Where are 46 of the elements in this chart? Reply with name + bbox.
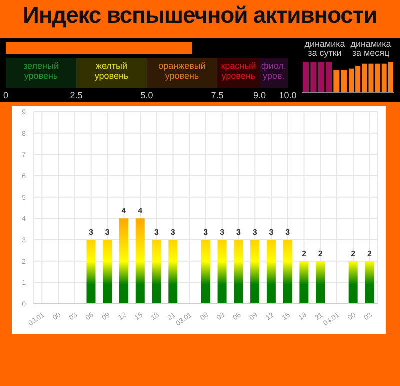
- bar: [168, 240, 178, 304]
- band-label: фиол. уров.: [261, 61, 286, 81]
- chart-title: динамика за месяц: [350, 39, 392, 58]
- x-tick-label: 5.0: [140, 90, 154, 100]
- x-tick-label: 0: [3, 90, 9, 100]
- bar: [86, 240, 96, 304]
- data-label: 3: [220, 228, 226, 237]
- bar: [266, 240, 276, 304]
- band-label: красный уровень: [221, 61, 256, 81]
- x-tick-label: 9.0: [254, 90, 266, 100]
- bar: [152, 240, 162, 304]
- text: Индекс вспышечной активности: [22, 2, 378, 29]
- bar: [218, 240, 227, 304]
- data-label: 4: [138, 206, 144, 216]
- data-label: 3: [204, 228, 209, 237]
- data-label: 3: [252, 228, 258, 237]
- bar: [103, 240, 112, 304]
- data-label: 3: [154, 228, 160, 237]
- data-label: 2: [318, 249, 324, 258]
- band-label: желтый уровень: [94, 61, 129, 81]
- data-label: 3: [269, 228, 274, 237]
- data-label: 2: [367, 249, 372, 258]
- bar: [234, 240, 244, 304]
- data-label: 2: [351, 249, 356, 258]
- data-label: 3: [286, 228, 291, 237]
- bar: [201, 240, 210, 304]
- bar: [250, 240, 260, 304]
- data-label: 2: [302, 249, 307, 258]
- data-label: 3: [89, 228, 94, 237]
- data-label: 3: [236, 228, 242, 237]
- chart-title: динамика за сутки: [304, 39, 346, 58]
- x-tick-label: 10.0: [279, 90, 297, 100]
- bar: [348, 261, 358, 304]
- x-tick-label: 7.5: [211, 90, 224, 100]
- bar: [136, 218, 145, 304]
- bar: [316, 261, 326, 304]
- band-label: зеленый уровень: [24, 61, 59, 81]
- data-label: 3: [170, 228, 176, 237]
- x-tick-label: 2.5: [70, 90, 83, 100]
- bar: [120, 218, 129, 304]
- bar: [365, 261, 374, 304]
- bar: [300, 261, 309, 304]
- data-label: 3: [105, 228, 110, 237]
- bar: [283, 240, 292, 304]
- band-label: оранжевый уровень: [158, 61, 206, 81]
- data-label: 4: [122, 206, 127, 216]
